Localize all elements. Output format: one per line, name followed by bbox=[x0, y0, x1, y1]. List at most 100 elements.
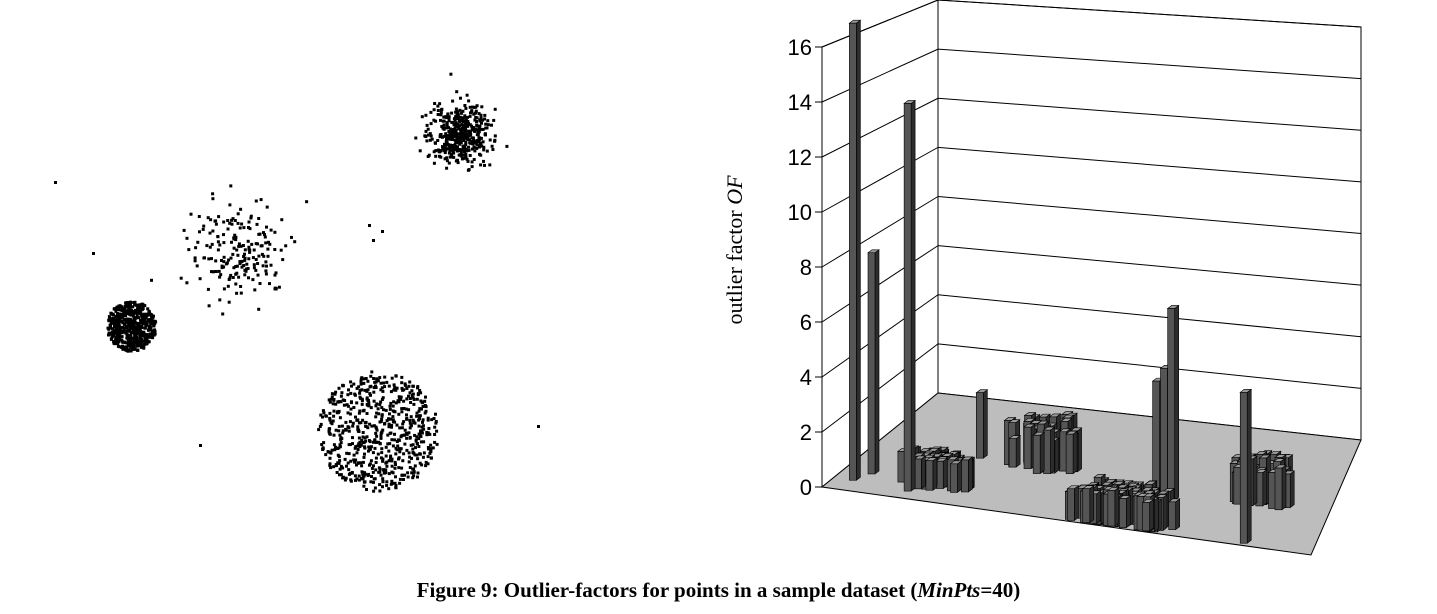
scatter-point bbox=[435, 442, 439, 446]
scatter-point bbox=[374, 386, 378, 389]
scatter-point bbox=[467, 129, 471, 133]
scatter-point bbox=[467, 134, 471, 138]
scatter-point bbox=[393, 481, 397, 485]
scatter-point bbox=[420, 407, 423, 411]
scatter-point bbox=[370, 466, 374, 470]
scatter-point bbox=[374, 415, 378, 419]
gridline-left bbox=[821, 97, 939, 158]
scatter-point bbox=[374, 426, 378, 430]
scatter-point bbox=[257, 307, 261, 311]
scatter-point bbox=[227, 258, 231, 262]
scatter-point bbox=[136, 348, 140, 352]
scatter-point bbox=[381, 485, 384, 489]
gridline-back bbox=[937, 48, 1362, 80]
scatter-point bbox=[369, 393, 372, 397]
scatter-point bbox=[107, 332, 111, 336]
scatter-point bbox=[118, 316, 122, 320]
scatter-point bbox=[281, 258, 285, 262]
scatter-point bbox=[123, 304, 127, 308]
scatter-point bbox=[383, 421, 387, 425]
scatter-point bbox=[244, 269, 248, 273]
scatter-point bbox=[448, 131, 452, 135]
scatter-point bbox=[362, 474, 366, 478]
gridline-back bbox=[937, 0, 1362, 28]
scatter-point bbox=[233, 219, 237, 222]
scatter-point bbox=[462, 124, 466, 127]
scatter-point bbox=[328, 432, 332, 436]
scatter-point bbox=[352, 406, 356, 409]
scatter-point bbox=[124, 331, 128, 335]
scatter-point bbox=[153, 332, 157, 336]
scatter-point bbox=[459, 134, 463, 138]
scatter-point bbox=[432, 150, 436, 154]
scatter-point bbox=[411, 396, 415, 400]
scatter-point bbox=[187, 248, 191, 252]
scatter-cluster-1 bbox=[106, 300, 158, 353]
z-axis-label: outlier factor OF bbox=[722, 175, 747, 325]
scatter-point bbox=[185, 236, 189, 240]
scatter-point bbox=[442, 115, 446, 119]
scatter-point bbox=[464, 143, 468, 147]
scatter-point bbox=[217, 269, 221, 273]
cluster-bar bbox=[1065, 430, 1078, 475]
scatter-point bbox=[140, 332, 144, 336]
scatter-point bbox=[429, 449, 433, 453]
scatter-point bbox=[442, 134, 446, 138]
scatter-point bbox=[129, 349, 133, 353]
figure-caption: Figure 9: Outlier-factors for points in … bbox=[416, 578, 1021, 602]
scatter-point bbox=[264, 241, 268, 245]
scatter-point bbox=[387, 459, 391, 463]
scatter-point bbox=[417, 424, 421, 428]
scatter-point bbox=[350, 384, 353, 388]
scatter-point bbox=[391, 415, 395, 419]
scatter-point bbox=[384, 454, 388, 458]
scatter-point bbox=[367, 445, 371, 449]
scatter-point bbox=[134, 341, 138, 345]
scatter-point bbox=[115, 305, 119, 309]
scatter-point bbox=[485, 126, 489, 130]
scatter-point bbox=[419, 440, 423, 444]
scatter-point bbox=[468, 123, 472, 127]
z-tick-label: 2 bbox=[800, 420, 812, 445]
scatter-point bbox=[321, 409, 325, 413]
scatter-point bbox=[258, 282, 262, 285]
scatter-point bbox=[369, 459, 373, 463]
scatter-point bbox=[443, 115, 447, 119]
scatter-point bbox=[331, 419, 335, 423]
scatter-point bbox=[405, 413, 408, 417]
scatter-point bbox=[418, 149, 422, 153]
scatter-point bbox=[392, 388, 396, 392]
scatter-point bbox=[388, 404, 392, 408]
scatter-point bbox=[411, 447, 415, 451]
scatter-point bbox=[434, 154, 438, 158]
scatter-point bbox=[254, 242, 258, 246]
cluster-bar bbox=[925, 457, 938, 491]
scatter-point bbox=[356, 461, 360, 465]
scatter-point bbox=[251, 256, 255, 260]
scatter-point bbox=[344, 476, 348, 480]
scatter-point bbox=[107, 315, 111, 319]
scatter-point bbox=[387, 384, 391, 388]
scatter-point bbox=[408, 421, 412, 425]
scatter-point bbox=[236, 253, 240, 257]
scatter-point bbox=[351, 421, 355, 425]
scatter-point bbox=[380, 430, 384, 434]
scatter-point bbox=[377, 412, 381, 416]
scatter-point bbox=[452, 123, 456, 127]
outlier-bar bbox=[903, 99, 917, 492]
scatter-point bbox=[257, 217, 261, 220]
scatter-point bbox=[459, 130, 463, 134]
scatter-point bbox=[434, 119, 438, 123]
scatter-point bbox=[400, 375, 404, 379]
scatter-point bbox=[446, 125, 450, 129]
z-tick-label: 6 bbox=[800, 310, 812, 335]
scatter-point bbox=[269, 228, 273, 232]
scatter-point bbox=[126, 337, 130, 341]
scatter-point bbox=[321, 448, 325, 451]
scatter-point bbox=[386, 433, 390, 437]
scatter-point bbox=[417, 409, 421, 413]
scatter-point bbox=[372, 489, 376, 493]
scatter-point bbox=[136, 339, 140, 343]
scatter-point bbox=[468, 138, 472, 142]
scatter-point bbox=[373, 446, 377, 450]
